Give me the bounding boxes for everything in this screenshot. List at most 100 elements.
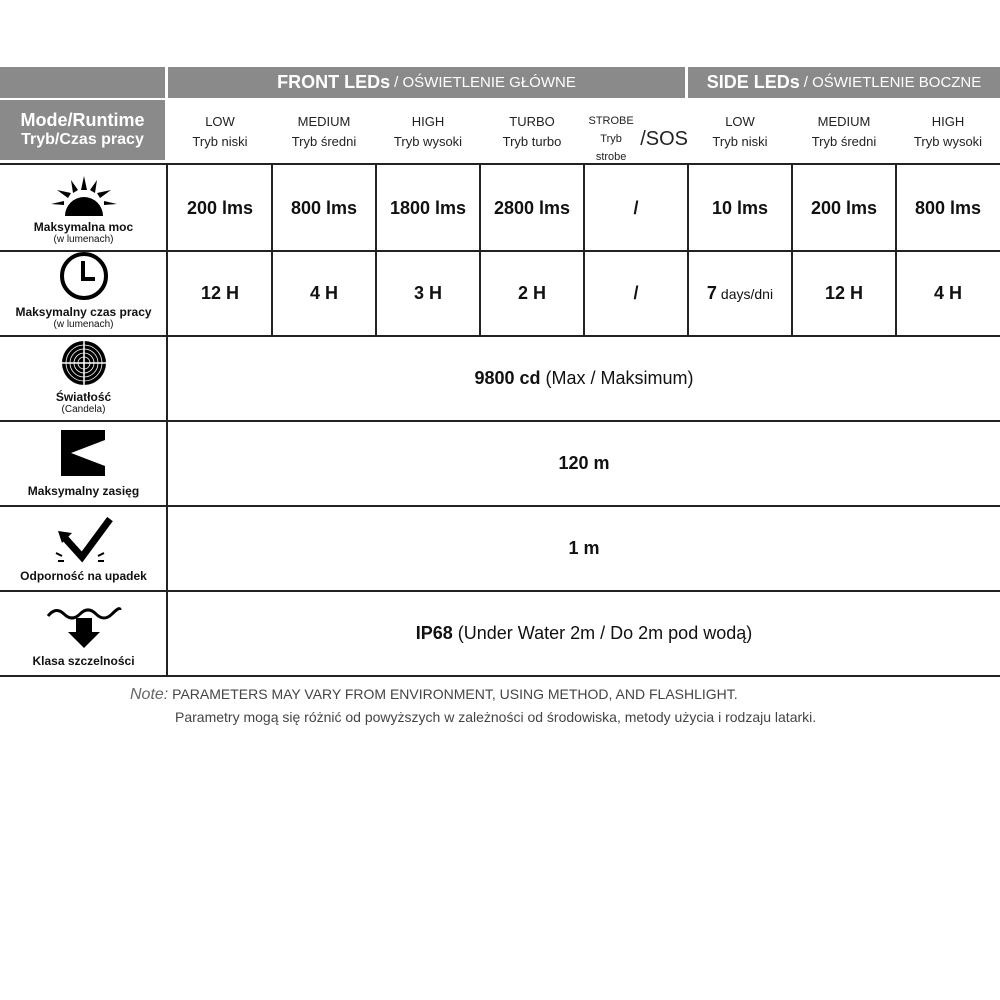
output-cell: 1800 lms [376,165,480,251]
intensity-rest: (Max / Maksimum) [540,368,694,388]
water-bold: IP68 [415,623,453,643]
column-header: STROBE Tryb strobe/SOS [584,112,688,166]
note-en-text: PARAMETERS MAY VARY FROM ENVIRONMENT, US… [172,686,738,702]
water-value: IP68 (Under Water 2m / Do 2m pod wodą) [168,591,1000,676]
mode-en: MEDIUM [297,114,351,129]
front-sub: / OŚWIETLENIE GŁÓWNE [394,74,576,91]
output-cell: 200 lms [792,165,896,251]
sub: (w lumenach) [53,234,114,245]
mode-pl: Tryb wysoki [913,134,983,149]
value: 12 H [824,283,864,303]
runtime-cell: 3 H [376,251,480,336]
water-rest: (Under Water 2m / Do 2m pod wodą) [452,623,753,643]
header-blank [0,67,165,98]
row-label-intensity: Światłość (Candela) [0,336,167,421]
mode-pl: Tryb średni [291,134,357,149]
row-divider [0,250,1000,252]
value: / [633,197,639,218]
impact-value: 1 m [568,538,600,558]
days-unit: days/dni [720,285,774,302]
value: 2 H [517,283,546,303]
mode-sub: Tryb/Czas pracy [21,131,144,148]
row-label-output: Maksymalna moc (w lumenach) [0,165,167,251]
runtime-cell: 12 H [792,251,896,336]
column-header: HIGH Tryb wysoki [896,112,1000,152]
mode-en: LOW [205,114,235,129]
label: Maksymalny zasięg [27,484,140,498]
runtime-cell: 7 days/dni [688,251,792,336]
row-divider [0,505,1000,507]
row-divider [0,163,1000,165]
mode-pl: Tryb turbo [502,134,562,149]
mode-extra: /SOS [640,128,688,150]
column-divider [895,163,897,336]
label: Odporność na upadek [20,569,147,583]
column-header: MEDIUM Tryb średni [792,112,896,152]
mode-en: HIGH [931,114,965,129]
row-divider [0,590,1000,592]
value: 200 lms [186,197,254,218]
sun-icon [50,176,117,216]
value: 800 lms [914,197,982,218]
runtime-cell: 12 H [168,251,272,336]
value: 4 H [933,283,962,303]
column-header: LOW Tryb niski [168,112,272,152]
mode-pl: Tryb średni [811,134,877,149]
column-divider [687,163,689,336]
intensity-bold: 9800 cd [474,368,541,388]
row-label-distance: Maksymalny zasięg [0,421,167,506]
sub: (w lumenach) [53,319,114,330]
value: 200 lms [810,197,878,218]
clock-icon [59,252,108,300]
mode-en: HIGH [411,114,445,129]
waterproof-icon [46,607,121,648]
value: / [633,283,639,303]
row-label-runtime: Maksymalny czas pracy (w lumenach) [0,251,167,336]
output-cell: 200 lms [168,165,272,251]
label: Maksymalna moc [33,220,134,234]
runtime-cell: 2 H [480,251,584,336]
value: 800 lms [290,197,358,218]
value: 10 lms [711,197,769,218]
row-label-water: Klasa szczelności [0,591,167,676]
column-divider [375,163,377,336]
label: Światłość [55,390,112,404]
side-leds-header: SIDE LEDs / OŚWIETLENIE BOCZNE [688,67,1000,98]
value: 1800 lms [389,197,467,218]
runtime-cell: / [584,251,688,336]
mode-en: STROBE [588,115,634,127]
output-cell: / [584,165,688,251]
mode-pl: Tryb strobe [595,133,627,163]
row-divider [0,420,1000,422]
mode-en: MEDIUM [817,114,871,129]
column-divider [166,163,168,677]
value: 2800 lms [493,197,571,218]
impact-resistance-icon [55,517,113,563]
row-label-impact: Odporność na upadek [0,506,167,591]
output-cell: 10 lms [688,165,792,251]
mode-runtime-header: Mode/Runtime Tryb/Czas pracy [0,100,165,160]
side-sub: / OŚWIETLENIE BOCZNE [803,74,982,91]
side-title: SIDE LEDs [706,72,800,92]
mode-pl: Tryb wysoki [393,134,463,149]
runtime-cell: 4 H [896,251,1000,336]
mode-label: Mode/Runtime [20,110,145,130]
value: 3 H [413,283,442,303]
mode-pl: Tryb niski [192,134,248,149]
mode-pl: Tryb niski [712,134,768,149]
value: 4 H [309,283,338,303]
value: 7 [706,283,717,303]
column-header: TURBO Tryb turbo [480,112,584,152]
intensity-value: 9800 cd (Max / Maksimum) [168,336,1000,421]
row-divider [0,335,1000,337]
label: Klasa szczelności [32,654,135,668]
beam-distance-icon [60,430,105,476]
mode-en: TURBO [509,114,555,129]
output-cell: 800 lms [272,165,376,251]
distance-value: 120 m [558,453,610,473]
note-pl: Parametry mogą się różnić od powyższych … [175,709,817,725]
target-icon [61,341,106,385]
output-cell: 2800 lms [480,165,584,251]
note-en: Note: PARAMETERS MAY VARY FROM ENVIRONME… [130,686,738,704]
front-title: FRONT LEDs [277,72,391,92]
